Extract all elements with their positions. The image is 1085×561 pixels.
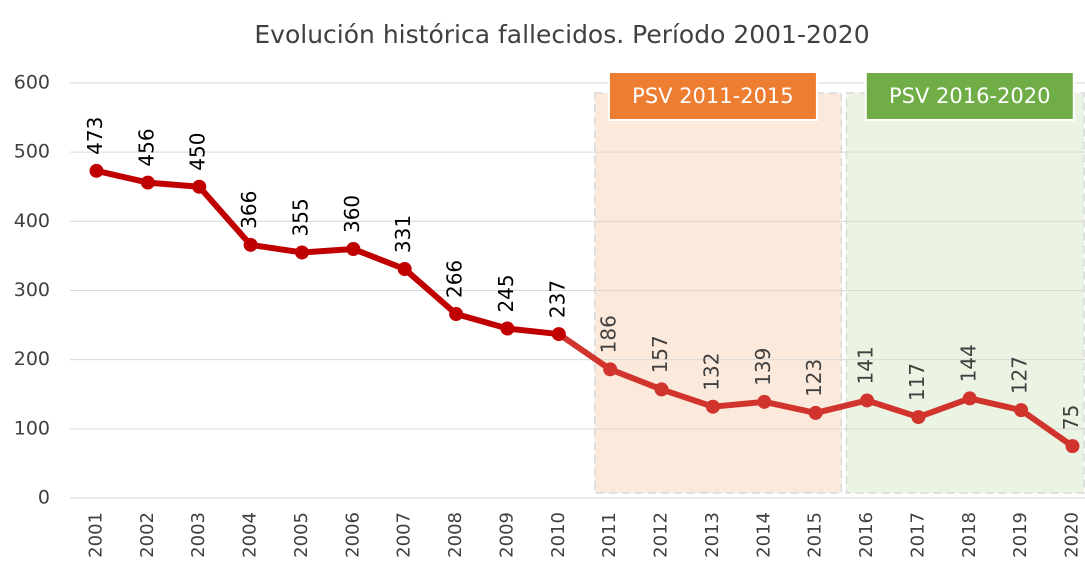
x-tick-label: 2012 bbox=[651, 512, 672, 558]
line-marker bbox=[654, 382, 669, 397]
data-label: 144 bbox=[956, 344, 980, 382]
line-segment bbox=[761, 398, 819, 416]
data-label: 237 bbox=[545, 280, 569, 318]
chart-title: Evolución histórica fallecidos. Período … bbox=[254, 20, 869, 49]
data-label: 123 bbox=[802, 359, 826, 397]
x-tick-label: 2014 bbox=[753, 512, 774, 558]
data-label: 366 bbox=[237, 191, 261, 229]
line-segment bbox=[555, 331, 614, 373]
line-marker bbox=[449, 307, 464, 322]
period-label-box bbox=[607, 71, 818, 121]
line-segment bbox=[607, 366, 665, 393]
y-tick-label: 600 bbox=[14, 72, 50, 94]
data-label: 141 bbox=[854, 346, 878, 384]
line-segment bbox=[196, 183, 254, 248]
line-segment bbox=[453, 311, 511, 332]
line-segment bbox=[658, 386, 716, 410]
data-label: 355 bbox=[288, 198, 312, 236]
line-marker bbox=[346, 242, 361, 256]
line-marker bbox=[603, 362, 618, 377]
data-label: 456 bbox=[134, 128, 158, 166]
data-label: 127 bbox=[1008, 356, 1032, 394]
line-marker bbox=[192, 179, 207, 194]
x-tick-label: 2001 bbox=[86, 512, 107, 558]
line-segment bbox=[812, 397, 871, 416]
line-marker bbox=[397, 262, 412, 277]
data-label: 75 bbox=[1059, 405, 1083, 430]
y-tick-label: 400 bbox=[14, 210, 50, 232]
x-tick-label: 2015 bbox=[805, 512, 826, 558]
line-marker bbox=[860, 393, 875, 408]
period-area bbox=[845, 92, 1085, 494]
data-label: 266 bbox=[443, 260, 467, 298]
x-tick-label: 2020 bbox=[1062, 512, 1083, 558]
data-label: 139 bbox=[751, 348, 775, 386]
line-segment bbox=[350, 246, 408, 273]
data-label: 186 bbox=[597, 315, 621, 353]
x-tick-label: 2002 bbox=[137, 512, 158, 558]
line-marker bbox=[243, 237, 258, 252]
line-marker bbox=[808, 405, 823, 420]
period-label-box bbox=[864, 71, 1075, 121]
data-label: 117 bbox=[905, 363, 929, 401]
y-tick-label: 300 bbox=[14, 279, 50, 301]
line-marker bbox=[705, 399, 720, 414]
line-marker bbox=[551, 327, 566, 342]
line-segment bbox=[401, 266, 460, 318]
x-tick-label: 2003 bbox=[188, 512, 209, 558]
data-label: 360 bbox=[340, 195, 364, 233]
line-segment bbox=[247, 241, 305, 256]
x-tick-label: 2004 bbox=[240, 512, 261, 558]
x-tick-label: 2011 bbox=[599, 512, 620, 558]
line-segment bbox=[144, 179, 203, 190]
line-marker bbox=[89, 163, 104, 178]
line-marker bbox=[1065, 439, 1080, 454]
x-tick-label: 2006 bbox=[342, 512, 363, 558]
line-segment bbox=[864, 397, 922, 421]
line-marker bbox=[140, 175, 155, 190]
y-tick-label: 100 bbox=[14, 417, 50, 439]
line-marker bbox=[500, 321, 515, 336]
line-marker bbox=[962, 391, 977, 406]
line-segment bbox=[966, 395, 1025, 414]
x-tick-label: 2008 bbox=[445, 512, 466, 558]
y-tick-label: 500 bbox=[14, 141, 50, 163]
line-segment bbox=[93, 167, 151, 186]
x-tick-label: 2018 bbox=[959, 512, 980, 558]
line-segment bbox=[298, 246, 357, 256]
line-segment bbox=[709, 398, 768, 410]
line-segment bbox=[1018, 407, 1076, 450]
x-tick-label: 2013 bbox=[702, 512, 723, 558]
line-marker bbox=[1014, 403, 1029, 418]
x-tick-label: 2009 bbox=[496, 512, 517, 558]
line-segment bbox=[504, 325, 562, 338]
data-label: 157 bbox=[648, 335, 672, 373]
data-label: 245 bbox=[494, 274, 518, 312]
x-tick-label: 2005 bbox=[291, 512, 312, 558]
data-label: 331 bbox=[391, 215, 415, 253]
x-tick-label: 2010 bbox=[548, 512, 569, 558]
x-tick-label: 2007 bbox=[394, 512, 415, 558]
y-tick-label: 0 bbox=[38, 487, 50, 509]
line-segment bbox=[915, 395, 973, 421]
data-label: 473 bbox=[83, 117, 107, 155]
line-marker bbox=[757, 394, 772, 409]
period-area bbox=[594, 92, 843, 494]
x-tick-label: 2017 bbox=[907, 512, 928, 558]
line-marker bbox=[294, 245, 309, 260]
x-tick-label: 2019 bbox=[1010, 512, 1031, 558]
period-label: PSV 2011-2015 bbox=[632, 84, 794, 108]
data-label: 132 bbox=[699, 353, 723, 391]
data-label: 450 bbox=[186, 133, 210, 171]
x-tick-label: 2016 bbox=[856, 512, 877, 558]
y-tick-label: 200 bbox=[14, 348, 50, 370]
line-marker bbox=[911, 410, 926, 425]
period-label: PSV 2016-2020 bbox=[889, 84, 1051, 108]
